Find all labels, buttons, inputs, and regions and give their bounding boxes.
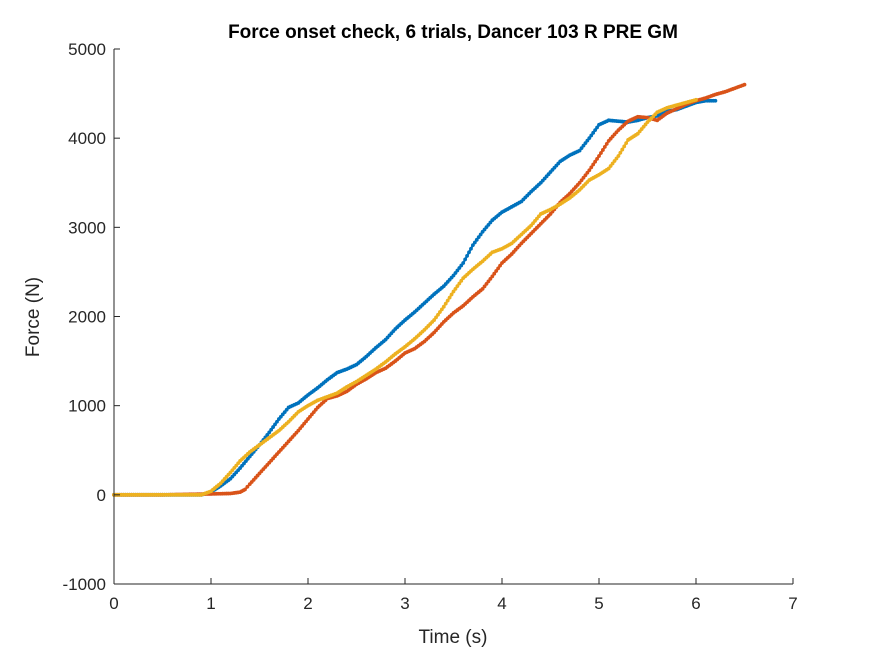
- y-tick-label: 3000: [68, 218, 106, 237]
- plot-background: [114, 49, 793, 584]
- data-point: [591, 130, 596, 135]
- data-point: [245, 484, 250, 489]
- data-point: [269, 427, 274, 432]
- data-point: [457, 281, 462, 286]
- data-point: [443, 301, 448, 306]
- data-point: [467, 250, 471, 255]
- data-point: [463, 257, 468, 262]
- data-point: [622, 144, 627, 149]
- data-point: [713, 98, 718, 103]
- y-tick-label: 0: [97, 486, 106, 505]
- data-point: [595, 125, 599, 130]
- data-point: [476, 235, 481, 240]
- data-point: [449, 292, 454, 297]
- data-point: [438, 310, 442, 314]
- data-point: [472, 240, 477, 245]
- x-tick-label: 3: [400, 594, 409, 613]
- y-tick-label: -1000: [63, 575, 106, 594]
- data-point: [273, 422, 277, 427]
- data-point: [243, 487, 247, 492]
- series-3: [112, 97, 698, 497]
- data-point: [498, 263, 502, 268]
- data-point: [461, 261, 466, 265]
- data-point: [439, 307, 444, 312]
- x-tick-label: 2: [303, 594, 312, 613]
- y-tick-label: 5000: [68, 40, 106, 59]
- data-point: [432, 318, 436, 322]
- data-point: [275, 419, 279, 424]
- y-tick-label: 2000: [68, 308, 106, 327]
- plot-area: [114, 49, 793, 584]
- data-point: [445, 298, 450, 303]
- data-point: [496, 266, 501, 271]
- data-point: [602, 145, 607, 149]
- x-tick-label: 0: [109, 594, 118, 613]
- data-point: [474, 237, 479, 242]
- data-point: [620, 147, 625, 152]
- y-tick-label: 1000: [68, 397, 106, 416]
- data-point: [492, 271, 497, 276]
- data-point: [593, 159, 598, 164]
- data-point: [441, 304, 446, 309]
- data-point: [600, 148, 605, 152]
- data-point: [490, 274, 495, 279]
- x-tick-label: 6: [691, 594, 700, 613]
- data-point: [459, 278, 464, 283]
- data-point: [434, 315, 438, 320]
- data-point: [597, 154, 601, 158]
- x-tick-label: 5: [594, 594, 603, 613]
- data-point: [451, 289, 456, 294]
- data-point: [624, 141, 629, 146]
- data-point: [595, 156, 599, 161]
- data-point: [465, 253, 469, 258]
- data-point: [471, 243, 475, 248]
- data-point: [447, 295, 452, 300]
- data-point: [455, 284, 460, 289]
- data-point: [604, 141, 609, 146]
- data-point: [271, 425, 275, 429]
- y-axis-label: Force (N): [23, 277, 44, 357]
- data-point: [618, 150, 623, 155]
- data-point: [436, 312, 440, 317]
- data-point: [694, 97, 698, 102]
- data-point: [589, 133, 594, 138]
- data-point: [616, 154, 621, 158]
- data-point: [494, 269, 499, 273]
- y-tick-label: 4000: [68, 129, 106, 148]
- chart-title: Force onset check, 6 trials, Dancer 103 …: [228, 22, 678, 43]
- data-point: [453, 286, 458, 291]
- data-point: [469, 246, 473, 251]
- data-point: [591, 162, 596, 167]
- data-point: [587, 136, 592, 141]
- x-tick-label: 7: [788, 594, 797, 613]
- data-point: [599, 151, 603, 155]
- x-tick-label: 1: [206, 594, 215, 613]
- series-layer: [112, 82, 747, 497]
- x-axis-label: Time (s): [419, 627, 488, 648]
- data-point: [267, 430, 272, 435]
- data-point: [593, 128, 598, 133]
- data-point: [589, 165, 594, 170]
- x-tick-label: 4: [497, 594, 506, 613]
- data-point: [587, 168, 592, 173]
- data-point: [742, 82, 747, 87]
- data-point: [478, 232, 483, 237]
